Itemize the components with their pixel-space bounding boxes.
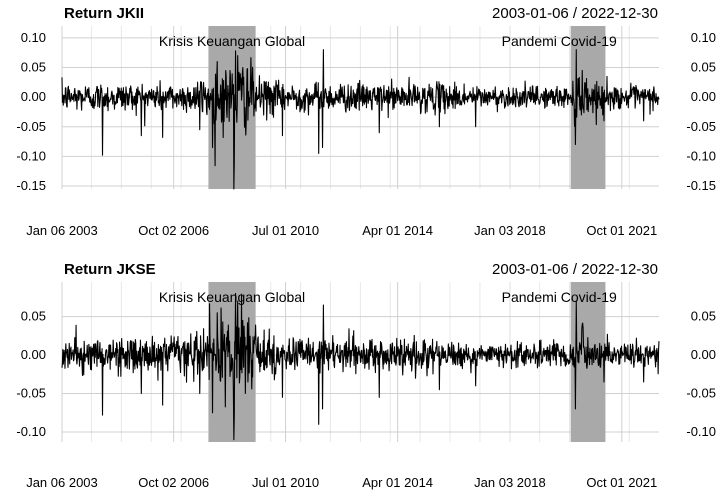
x-tick-label: Oct 01 2021 (586, 475, 657, 490)
x-tick-label: Oct 02 2006 (138, 475, 209, 490)
panel-jkii: Return JKII 2003-01-06 / 2022-12-30 Kris… (16, 5, 716, 238)
y-tick-label-right: -0.10 (686, 424, 716, 439)
x-tick-label: Oct 01 2021 (586, 223, 657, 238)
y-tick-label-right: 0.05 (691, 59, 716, 74)
y-tick-label-right: -0.05 (686, 119, 716, 134)
x-tick-label: Apr 01 2014 (362, 223, 433, 238)
period-label: Pandemi Covid-19 (502, 33, 617, 49)
y-tick-label-left: -0.10 (16, 424, 46, 439)
period-label: Krisis Keuangan Global (159, 289, 305, 305)
panel-jkse: Return JKSE 2003-01-06 / 2022-12-30 Kris… (16, 261, 716, 490)
x-tick-label: Jan 03 2018 (474, 223, 546, 238)
y-tick-label-right: 0.00 (691, 89, 716, 104)
y-tick-label-right: 0.05 (691, 309, 716, 324)
x-tick-label: Oct 02 2006 (138, 223, 209, 238)
period-label: Krisis Keuangan Global (159, 33, 305, 49)
y-tick-label-left: 0.00 (21, 89, 46, 104)
y-tick-label-left: -0.05 (16, 386, 46, 401)
y-tick-label-right: 0.10 (691, 30, 716, 45)
date-range-label: 2003-01-06 / 2022-12-30 (492, 5, 658, 22)
chart-title: Return JKII (64, 5, 144, 22)
y-tick-label-right: 0.00 (691, 347, 716, 362)
y-tick-label-left: 0.10 (21, 30, 46, 45)
y-tick-label-right: -0.05 (686, 386, 716, 401)
period-label: Pandemi Covid-19 (502, 289, 617, 305)
y-tick-label-left: -0.10 (16, 148, 46, 163)
grid (61, 26, 659, 189)
x-tick-label: Jul 01 2010 (252, 223, 319, 238)
date-range-label: 2003-01-06 / 2022-12-30 (492, 261, 658, 278)
y-tick-label-left: 0.00 (21, 347, 46, 362)
series-line (61, 49, 660, 190)
y-tick-label-right: -0.15 (686, 178, 716, 193)
x-tick-label: Jan 06 2003 (26, 475, 98, 490)
y-tick-label-left: -0.05 (16, 119, 46, 134)
x-tick-label: Jan 06 2003 (26, 223, 98, 238)
x-tick-label: Jan 03 2018 (474, 475, 546, 490)
x-tick-label: Jul 01 2010 (252, 475, 319, 490)
y-tick-label-left: -0.15 (16, 178, 46, 193)
y-tick-label-left: 0.05 (21, 309, 46, 324)
y-tick-label-right: -0.10 (686, 148, 716, 163)
x-tick-label: Apr 01 2014 (362, 475, 433, 490)
chart-title: Return JKSE (64, 261, 156, 278)
series-line (61, 292, 660, 441)
y-tick-label-left: 0.05 (21, 59, 46, 74)
